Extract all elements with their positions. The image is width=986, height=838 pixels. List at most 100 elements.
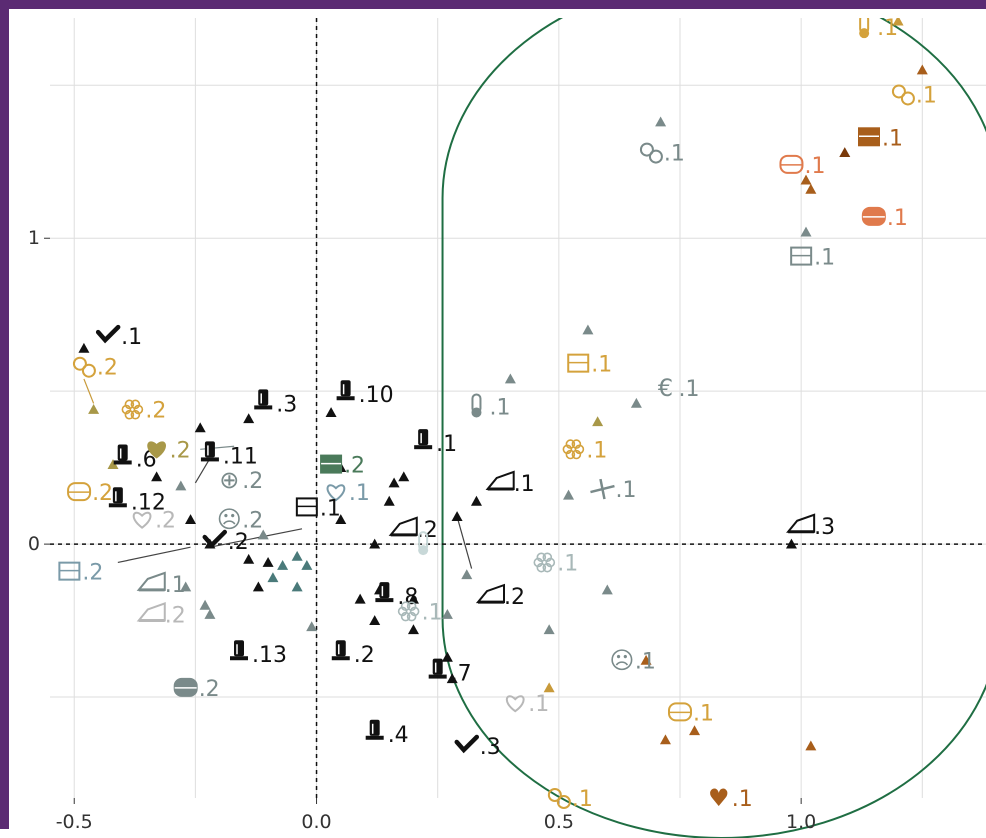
x-tick-label: 0.0 [301,811,331,833]
snowflake-icon [562,439,585,460]
triangle-point [805,183,817,194]
triangle-point [185,514,197,525]
label-connector [209,528,303,548]
snowflake-icon [397,601,420,622]
point-label: .1 [882,126,903,151]
point-label: .12 [131,490,166,515]
tree-icon [108,487,127,508]
y-tick-label: 1 [28,227,40,249]
svg-text:€: € [658,374,673,402]
triangle-point [335,514,347,525]
symbol-icon: € [658,374,673,402]
point-label: .10 [359,383,394,408]
triangle-point [243,553,255,564]
triangle-point [107,459,119,469]
tent-icon [136,571,166,592]
point-label: .2 [242,509,263,534]
triangle-point [446,673,458,684]
triangle-point [194,422,206,433]
point-label: .1 [436,432,457,457]
triangle-point [805,740,817,751]
tree-icon [113,444,132,465]
truck-icon [136,602,166,622]
triangle-point [252,581,264,592]
scatter-chart: -0.5 0.0 0.5 1.001.1.1.1.1.1.1.1.1.1.2€ .1.1… [28,18,986,838]
point-label: .1 [804,154,825,179]
dome-icon [67,482,92,502]
tree-icon [365,719,384,740]
point-label: .1 [121,325,142,350]
triangle-point [291,550,303,561]
snowflake-icon [533,552,556,573]
triangle-point [291,581,303,592]
triangle-point [461,569,473,580]
triangle-point [582,324,594,335]
point-label: .1 [591,353,612,378]
x-tick-label: 1.0 [786,811,816,833]
cloud-icon [132,511,152,529]
snail-icon [639,142,663,164]
point-label: .1 [572,787,593,812]
point-label: .2 [344,454,365,479]
point-label: .2 [92,481,113,506]
y-tick-label: 0 [28,533,40,555]
drumstick-icon [891,84,915,106]
dome-icon [668,702,692,722]
triangle-point [180,581,192,592]
pot-icon [861,206,886,226]
point-label: .2 [170,438,191,463]
symbol-icon: ☹ [217,506,242,534]
check-icon [454,734,480,754]
point-label: .2 [199,677,220,702]
triangle-point [383,495,395,506]
triangle-point [839,147,851,157]
triangle-point [441,608,453,619]
triangle-point [601,584,613,595]
label-connector [117,546,191,564]
pot-icon [173,677,198,697]
tree-icon [254,389,273,410]
point-label: .1 [732,787,753,812]
triangle-point [204,608,216,619]
plane-icon [590,478,615,500]
flower-icon [121,399,144,420]
x-tick-label: 0.5 [544,811,574,833]
point-label: .1 [165,573,186,598]
triangle-point [407,593,419,604]
tent-icon [485,470,515,491]
symbol-icon: ☹ [609,646,634,674]
tree-icon [230,640,248,661]
tree-icon [200,441,219,462]
triangle-point [630,397,642,408]
heart-icon [147,441,166,459]
point-label: .1 [557,551,578,576]
point-label: .3 [480,735,501,760]
bottle-icon [859,18,870,39]
point-label: .1 [664,142,685,167]
label-connector [456,516,473,569]
heart-outline-icon [326,484,346,502]
label-connector [83,378,95,404]
point-label: .2 [354,643,375,668]
point-label: .1 [635,649,656,674]
point-label: .1 [349,481,370,506]
point-label: .1 [528,692,549,717]
svg-text:☹: ☹ [217,506,242,534]
triangle-point [78,342,90,353]
triangle-point [398,471,410,482]
thermometer-icon [471,393,482,418]
point-label: .3 [814,515,835,540]
svg-text:⊕: ⊕ [219,466,239,494]
tree-icon [331,640,350,661]
svg-text:☹: ☹ [609,646,634,674]
symbol-icon: ♥ [708,784,730,812]
point-label: .2 [242,469,263,494]
triangle-point [306,621,318,632]
tree-icon [428,658,447,679]
point-label: .2 [417,518,438,543]
point-label: .2 [504,585,525,610]
cloud-icon [505,695,525,713]
point-label: .1 [814,246,835,271]
triangle-point [441,651,453,662]
triangle-point [451,511,463,521]
